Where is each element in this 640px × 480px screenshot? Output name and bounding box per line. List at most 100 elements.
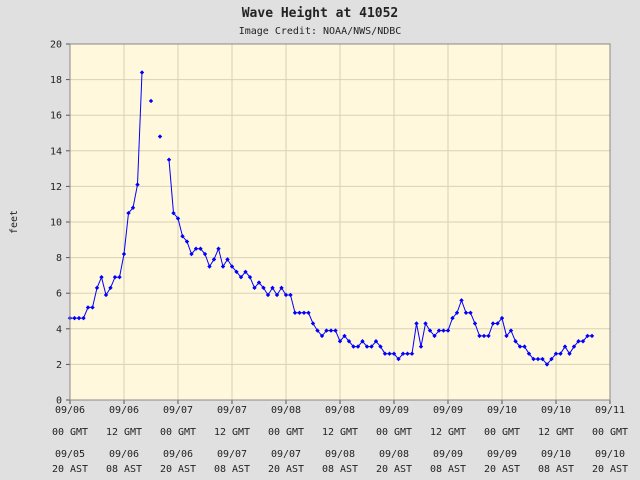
data-point	[472, 321, 478, 326]
data-point	[301, 310, 307, 315]
chart-subtitle: Image Credit: NOAA/NWS/NDBC	[239, 26, 402, 37]
data-point	[189, 251, 194, 257]
data-point	[108, 285, 113, 291]
data-point	[279, 285, 284, 291]
data-point	[261, 285, 266, 291]
data-point	[76, 315, 82, 321]
x-tick-ast-date: 09/06	[109, 449, 139, 460]
data-point	[396, 356, 401, 362]
x-tick-ast-date: 09/08	[325, 449, 355, 460]
data-point	[342, 333, 347, 339]
x-tick-gmt-date: 09/10	[541, 405, 571, 416]
x-tick-ast-date: 09/08	[379, 449, 409, 460]
y-tick-label: 16	[50, 111, 62, 122]
x-tick-ast-date: 09/10	[541, 449, 571, 460]
data-point	[427, 328, 433, 333]
x-tick-ast-hour: 20 AST	[484, 464, 520, 475]
y-tick-label: 18	[50, 75, 62, 86]
x-tick-ast-hour: 20 AST	[268, 464, 304, 475]
data-point	[139, 70, 145, 75]
data-point	[103, 292, 109, 298]
x-tick-gmt-date: 09/06	[109, 405, 139, 416]
data-point	[333, 328, 338, 333]
data-point	[288, 292, 293, 298]
y-tick-label: 4	[56, 324, 62, 335]
data-point	[121, 251, 127, 257]
data-point	[567, 351, 572, 356]
data-point	[207, 264, 212, 269]
data-point	[454, 310, 460, 315]
data-point	[589, 333, 595, 339]
data-point	[576, 339, 581, 344]
x-tick-ast-date: 09/09	[487, 449, 517, 460]
data-point	[409, 351, 415, 356]
data-point	[517, 344, 523, 349]
data-point	[423, 321, 428, 326]
data-point	[364, 344, 370, 349]
data-point	[436, 328, 442, 333]
data-point	[292, 310, 298, 315]
data-point	[580, 339, 586, 344]
data-point	[526, 351, 532, 356]
x-tick-ast-date: 09/09	[433, 449, 463, 460]
x-tick-gmt-date: 09/07	[163, 405, 193, 416]
data-point	[238, 274, 244, 280]
x-tick-ast-date: 09/07	[217, 449, 247, 460]
data-point	[558, 351, 563, 356]
data-point	[382, 351, 388, 356]
data-point	[324, 328, 329, 333]
data-point	[148, 98, 154, 104]
data-point	[135, 182, 140, 187]
x-tick-gmt-hour: 00 GMT	[160, 427, 196, 438]
x-tick-ast-hour: 20 AST	[592, 464, 628, 475]
x-tick-ast-hour: 20 AST	[160, 464, 196, 475]
x-tick-gmt-hour: 12 GMT	[322, 427, 358, 438]
data-point	[477, 333, 482, 339]
data-point	[486, 333, 491, 339]
data-point	[175, 216, 181, 221]
x-tick-ast-date: 09/06	[163, 449, 193, 460]
chart-title: Wave Height at 41052	[242, 6, 399, 21]
data-point	[220, 264, 226, 269]
data-point	[328, 328, 334, 333]
data-point	[535, 356, 541, 362]
x-tick-gmt-hour: 12 GMT	[214, 427, 250, 438]
x-tick-gmt-hour: 00 GMT	[592, 427, 628, 438]
x-tick-ast-hour: 20 AST	[376, 464, 412, 475]
y-axis-ticks: 0 2 4 6 8 10 12 14 16 18 20	[50, 40, 70, 407]
data-point	[202, 251, 208, 257]
y-tick-label: 12	[50, 182, 62, 193]
data-point	[414, 321, 419, 326]
data-point	[229, 264, 235, 269]
x-tick-gmt-date: 09/06	[55, 405, 85, 416]
plot-frame	[69, 43, 611, 401]
x-tick-gmt-date: 09/08	[325, 405, 355, 416]
y-tick-label: 8	[56, 253, 62, 264]
x-tick-ast-hour: 08 AST	[322, 464, 358, 475]
data-point	[337, 339, 343, 344]
x-tick-ast-hour: 08 AST	[430, 464, 466, 475]
data-point	[216, 246, 221, 251]
data-point	[72, 315, 77, 321]
data-point	[490, 321, 496, 326]
data-point	[265, 292, 271, 298]
y-tick-label: 0	[56, 396, 62, 407]
x-tick-ast-date: 09/10	[595, 449, 625, 460]
data-point	[193, 246, 199, 251]
data-point	[418, 344, 424, 349]
data-point	[373, 339, 379, 344]
data-point	[499, 315, 505, 321]
data-point	[310, 321, 316, 326]
y-tick-label: 20	[50, 40, 62, 51]
y-tick-label: 2	[56, 360, 62, 371]
data-point	[369, 344, 374, 349]
data-point	[297, 310, 302, 315]
data-point	[481, 333, 487, 339]
data-point	[256, 280, 262, 285]
data-point	[112, 274, 118, 280]
data-point	[571, 344, 577, 349]
x-tick-gmt-date: 09/09	[379, 405, 409, 416]
series-wave-height	[67, 70, 595, 367]
data-point	[184, 239, 190, 244]
